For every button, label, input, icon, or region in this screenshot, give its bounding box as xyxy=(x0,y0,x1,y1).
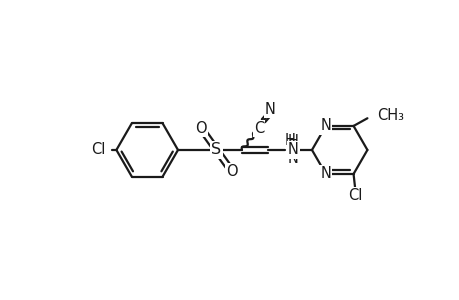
Text: H: H xyxy=(284,133,294,148)
Text: O: O xyxy=(225,164,237,179)
Text: N: N xyxy=(320,118,330,134)
Text: N: N xyxy=(320,167,330,182)
Text: O: O xyxy=(195,121,207,136)
Text: N: N xyxy=(264,102,275,117)
Text: H
N: H N xyxy=(287,134,298,166)
Text: C: C xyxy=(253,121,263,136)
Text: CH₃: CH₃ xyxy=(376,108,403,123)
Text: Cl: Cl xyxy=(347,188,362,203)
Text: N: N xyxy=(287,142,298,158)
Text: S: S xyxy=(211,142,221,158)
Text: Cl: Cl xyxy=(91,142,106,158)
